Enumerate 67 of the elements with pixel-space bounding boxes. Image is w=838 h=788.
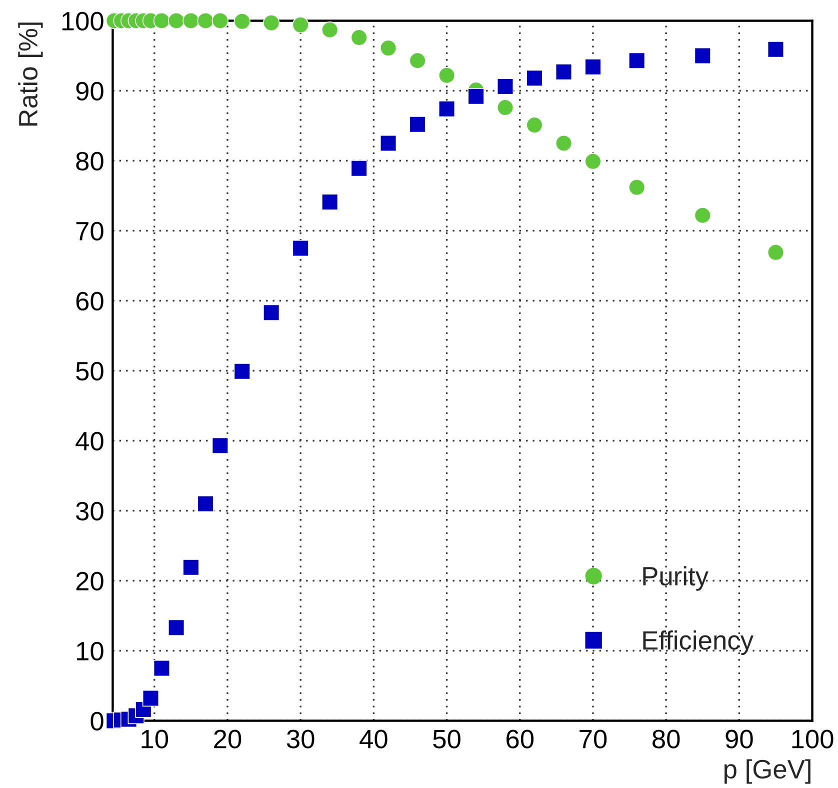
x-tick-label: 80 — [652, 730, 680, 748]
point — [380, 134, 397, 152]
point — [767, 41, 784, 58]
point — [526, 70, 543, 86]
point — [168, 619, 185, 636]
y-tick-label: 0 — [90, 712, 104, 731]
point — [168, 12, 185, 30]
y-tick-label: 100 — [62, 12, 104, 31]
point — [197, 495, 214, 512]
y-axis-title: Ratio [%] — [18, 22, 43, 126]
point — [142, 690, 160, 707]
point — [628, 178, 646, 196]
point — [496, 78, 514, 95]
point — [182, 559, 200, 576]
y-tick-label: 20 — [76, 572, 104, 591]
point — [321, 194, 338, 210]
point — [263, 14, 280, 32]
y-tick-label: 80 — [76, 152, 104, 171]
point — [584, 153, 602, 170]
y-tick-label: 10 — [77, 642, 104, 661]
point — [767, 244, 784, 261]
x-tick-label: 20 — [214, 730, 242, 748]
y-tick-label: 60 — [76, 292, 104, 311]
x-tick-label: 10 — [142, 730, 168, 748]
point — [182, 12, 200, 30]
point — [694, 47, 711, 64]
point — [694, 206, 711, 224]
point — [555, 134, 572, 152]
x-tick-label: 70 — [580, 730, 607, 748]
point — [153, 12, 170, 30]
y-tick-label: 90 — [76, 82, 104, 101]
point — [212, 12, 229, 30]
x-tick-label: 100 — [792, 730, 834, 748]
legend-label: Purity — [643, 566, 708, 591]
point — [584, 58, 602, 76]
point — [380, 40, 397, 56]
point — [409, 116, 426, 133]
y-tick-label: 30 — [76, 502, 104, 521]
point — [409, 52, 426, 69]
y-tick-label: 70 — [76, 222, 104, 241]
point — [555, 63, 572, 80]
x-tick-label: 40 — [360, 730, 388, 748]
point — [350, 160, 368, 177]
point — [153, 660, 170, 677]
point — [526, 116, 543, 134]
point — [197, 12, 214, 30]
point — [496, 99, 514, 116]
x-tick-label: 30 — [286, 730, 314, 748]
point — [321, 21, 338, 38]
point — [212, 437, 229, 454]
point — [234, 13, 250, 30]
point — [468, 88, 484, 105]
point — [438, 66, 456, 84]
y-tick-label: 50 — [76, 362, 104, 381]
point — [438, 100, 456, 118]
legend-label: Efficiency — [643, 630, 754, 655]
point — [234, 363, 250, 380]
x-tick-label: 50 — [433, 730, 460, 748]
x-axis-title: p [GeV] — [724, 759, 810, 784]
point — [350, 29, 368, 46]
x-tick-label: 90 — [726, 730, 753, 748]
y-tick-label: 40 — [76, 432, 104, 451]
point — [263, 304, 280, 321]
point — [292, 240, 309, 257]
point — [292, 16, 309, 34]
x-tick-label: 60 — [506, 730, 534, 748]
point — [628, 52, 646, 69]
